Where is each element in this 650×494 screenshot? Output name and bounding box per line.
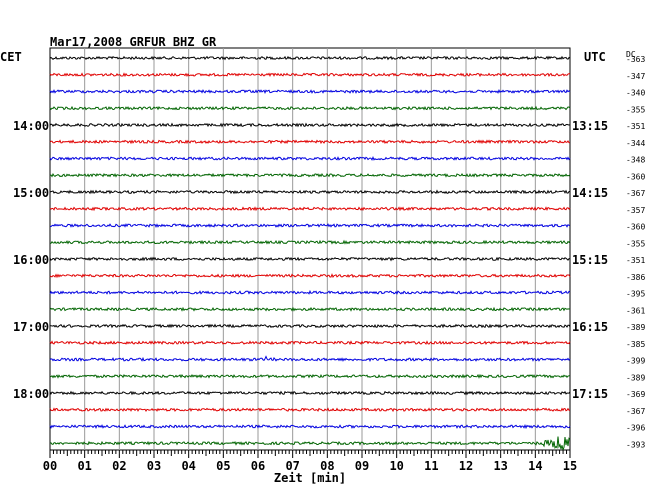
dc-label: -347 bbox=[626, 72, 645, 81]
left-hour-label: 17:00 bbox=[13, 320, 49, 334]
dc-label: -367 bbox=[626, 407, 645, 416]
dc-label: -367 bbox=[626, 189, 645, 198]
right-hour-label: 14:15 bbox=[572, 186, 608, 200]
trace-line bbox=[49, 256, 571, 262]
right-hour-label: 17:15 bbox=[572, 387, 608, 401]
trace-line bbox=[49, 323, 571, 329]
x-tick-label: 02 bbox=[112, 459, 126, 473]
trace-line bbox=[49, 206, 571, 212]
dc-label: -393 bbox=[626, 440, 645, 449]
dc-label: -360 bbox=[626, 223, 645, 232]
dc-label: -340 bbox=[626, 89, 645, 98]
x-tick-label: 05 bbox=[216, 459, 230, 473]
trace-line bbox=[49, 407, 570, 413]
x-tick-label: 01 bbox=[77, 459, 91, 473]
dc-label: -389 bbox=[626, 373, 645, 382]
left-hour-label: 16:00 bbox=[13, 253, 49, 267]
x-tick-label: 13 bbox=[493, 459, 507, 473]
dc-label: -396 bbox=[626, 424, 645, 433]
dc-label: -385 bbox=[626, 340, 645, 349]
left-hour-labels: 14:00 15:00 16:00 17:00 18:00 bbox=[13, 119, 49, 401]
x-tick-label: 11 bbox=[424, 459, 438, 473]
trace-line bbox=[49, 172, 571, 178]
trace-line bbox=[49, 122, 571, 128]
dc-label: -344 bbox=[626, 139, 645, 148]
trace-line bbox=[49, 390, 571, 396]
left-hour-label: 15:00 bbox=[13, 186, 49, 200]
right-hour-label: 15:15 bbox=[572, 253, 608, 267]
dc-label: -389 bbox=[626, 323, 645, 332]
trace-line bbox=[49, 373, 571, 379]
dc-label: -395 bbox=[626, 290, 645, 299]
dc-label: -351 bbox=[626, 256, 645, 265]
dc-label: -355 bbox=[626, 239, 645, 248]
left-timezone-label: CET bbox=[0, 50, 22, 64]
right-hour-label: 13:15 bbox=[572, 119, 608, 133]
dc-label: -361 bbox=[626, 306, 645, 315]
trace-line bbox=[49, 273, 571, 279]
right-timezone-label: UTC bbox=[584, 50, 606, 64]
dc-label: -399 bbox=[626, 357, 645, 366]
dc-label: -369 bbox=[626, 390, 645, 399]
trace-line bbox=[49, 340, 571, 346]
trace-line bbox=[49, 72, 570, 78]
x-tick-label: 07 bbox=[285, 459, 299, 473]
trace-line bbox=[49, 239, 571, 245]
x-tick-label: 00 bbox=[43, 459, 57, 473]
x-tick-label: 04 bbox=[181, 459, 195, 473]
x-tick-label: 09 bbox=[355, 459, 369, 473]
right-hour-labels: 13:15 14:15 15:15 16:15 17:15 bbox=[572, 119, 608, 401]
left-hour-label: 18:00 bbox=[13, 387, 49, 401]
x-axis-title: Zeit [min] bbox=[274, 471, 346, 485]
trace-line bbox=[49, 155, 571, 161]
dc-label: -348 bbox=[626, 156, 645, 165]
trace-line bbox=[49, 306, 571, 312]
trace-line bbox=[49, 423, 571, 430]
dc-label: -360 bbox=[626, 172, 645, 181]
x-tick-label: 10 bbox=[389, 459, 403, 473]
vertical-grid bbox=[84, 48, 536, 450]
right-hour-label: 16:15 bbox=[572, 320, 608, 334]
trace-line bbox=[49, 88, 571, 94]
trace-line bbox=[49, 355, 571, 363]
dc-label: -355 bbox=[626, 105, 645, 114]
x-tick-label: 15 bbox=[563, 459, 577, 473]
x-axis: 00 01 02 03 04 05 06 07 08 09 10 11 12 13 14 15 bbox=[43, 450, 577, 473]
x-tick-label: 08 bbox=[320, 459, 334, 473]
trace-line bbox=[49, 436, 571, 452]
dc-label: -363 bbox=[626, 55, 645, 64]
trace-line bbox=[49, 139, 571, 145]
x-tick-label: 12 bbox=[459, 459, 473, 473]
dc-label: -351 bbox=[626, 122, 645, 131]
dc-label: -357 bbox=[626, 206, 645, 215]
trace-line bbox=[50, 223, 570, 229]
dc-header: DC bbox=[626, 50, 636, 59]
trace-group bbox=[49, 55, 571, 452]
trace-line bbox=[49, 289, 571, 295]
x-tick-label: 14 bbox=[528, 459, 542, 473]
x-tick-label: 06 bbox=[251, 459, 265, 473]
chart-title: Mar17,2008 GRFUR BHZ GR bbox=[50, 35, 217, 49]
trace-line bbox=[49, 105, 571, 111]
left-hour-label: 14:00 bbox=[13, 119, 49, 133]
dc-label: -386 bbox=[626, 273, 645, 282]
trace-line bbox=[49, 189, 571, 195]
trace-line bbox=[49, 55, 571, 61]
dc-offset-labels: -363 -347 -340 -355 -351 -344 -348 -360 -367 -357… bbox=[626, 55, 645, 449]
x-tick-label: 03 bbox=[147, 459, 161, 473]
